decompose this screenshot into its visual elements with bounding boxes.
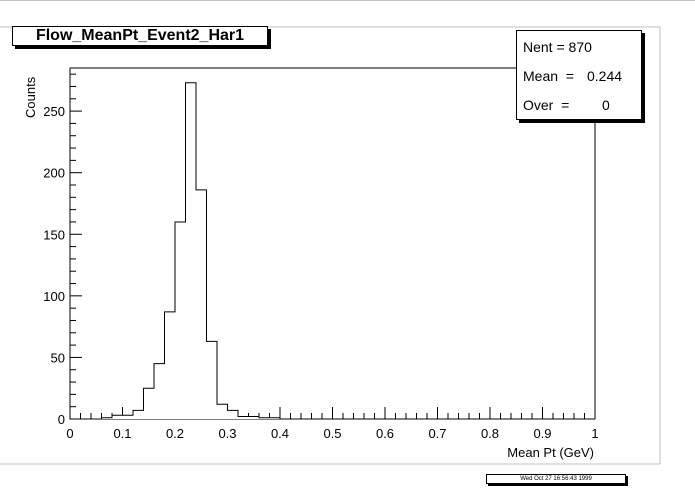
y-axis: 0 50 100 150 200 250: [43, 73, 82, 427]
stats-over-value: 0: [602, 97, 610, 113]
histogram-bins: [101, 82, 280, 420]
y-tick-label: 250: [43, 104, 65, 119]
y-axis-label: Counts: [23, 76, 38, 118]
stats-mean-value: 0.244: [587, 68, 623, 84]
histogram-bin: [101, 417, 112, 419]
histogram-bin: [238, 416, 249, 419]
stats-over-label: Over =: [523, 97, 570, 113]
stats-box: Nent = 870 Mean = 0.244 Over = 0: [516, 30, 642, 120]
x-tick-label: 0.7: [428, 426, 446, 441]
x-tick-label: 0.9: [533, 426, 551, 441]
timestamp-label: Wed Oct 27 16:56:43 1999: [486, 474, 626, 484]
histogram-title: Flow_MeanPt_Event2_Har1: [12, 26, 268, 46]
y-tick-label: 100: [43, 289, 65, 304]
histogram-bin: [206, 341, 217, 419]
stats-mean-label: Mean =: [523, 68, 574, 84]
histogram-bin: [143, 388, 154, 419]
histogram-bin: [196, 189, 207, 419]
x-tick-label: 1: [591, 426, 598, 441]
histogram-bin: [164, 311, 175, 419]
y-tick-label: 50: [51, 350, 65, 365]
x-tick-label: 0.6: [376, 426, 394, 441]
y-tick-label: 200: [43, 166, 65, 181]
x-tick-label: 0.3: [218, 426, 236, 441]
plot-frame: [69, 67, 596, 420]
stats-entries: Nent = 870: [523, 39, 592, 55]
histogram-bin: [122, 415, 133, 419]
histogram-bin: [112, 415, 123, 419]
histogram-bin: [154, 363, 165, 419]
x-tick-label: 0: [66, 426, 73, 441]
histogram-bin: [217, 404, 228, 419]
histogram-bin: [269, 417, 280, 419]
histogram-bin: [259, 417, 270, 419]
histogram-bin: [133, 410, 144, 419]
histogram-bin: [227, 410, 238, 419]
y-tick-label: 150: [43, 227, 65, 242]
y-tick-label: 0: [58, 412, 65, 427]
x-tick-label: 0.1: [113, 426, 131, 441]
histogram-bin: [248, 416, 259, 419]
x-tick-label: 0.4: [271, 426, 289, 441]
x-tick-label: 0.5: [323, 426, 341, 441]
x-axis-label: Mean Pt (GeV): [507, 445, 594, 460]
histogram-bin: [185, 82, 196, 420]
histogram-bin: [175, 221, 186, 419]
x-tick-label: 0.8: [481, 426, 499, 441]
x-tick-label: 0.2: [166, 426, 184, 441]
histogram-outline: [70, 82, 595, 420]
